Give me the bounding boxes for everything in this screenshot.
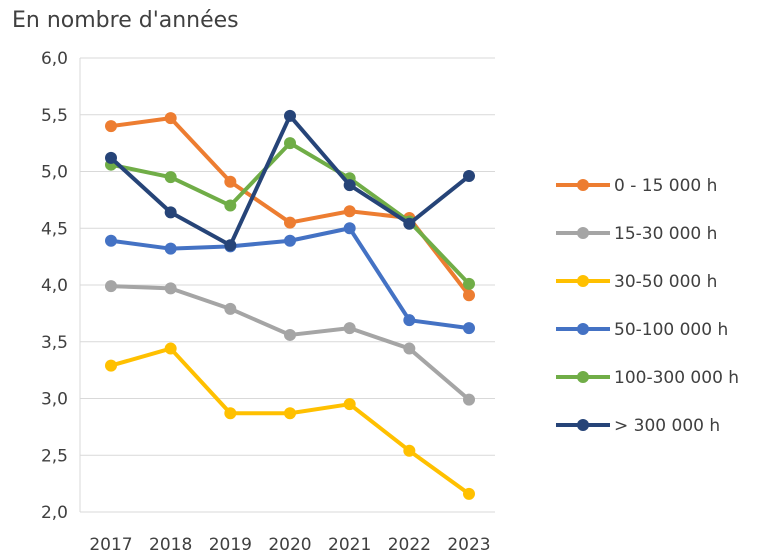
x-tick-label: 2022 [388, 535, 431, 555]
series [105, 222, 475, 335]
legend-swatch-marker [577, 371, 589, 383]
data-point [164, 112, 177, 125]
axes: 2,0 2,5 3,0 3,5 4,0 4,5 5,0 5,5 6,0 2017 2018 2019 2… [41, 49, 491, 555]
data-point [463, 170, 475, 183]
data-point [403, 314, 416, 327]
y-tick-label: 3,5 [41, 333, 68, 353]
x-tick-label: 2019 [209, 535, 252, 555]
legend-swatch-marker [577, 179, 589, 191]
legend-item: 50-100 000 h [556, 320, 728, 340]
data-point [343, 222, 356, 235]
gridlines [80, 57, 495, 513]
legend-label: > 300 000 h [614, 416, 720, 436]
x-tick-label: 2021 [328, 535, 371, 555]
data-point [224, 239, 237, 252]
legend-label: 15-30 000 h [614, 224, 717, 244]
series [105, 280, 475, 406]
y-tick-label: 3,0 [41, 390, 68, 410]
data-point [343, 205, 356, 218]
data-point [403, 444, 416, 457]
data-point [164, 342, 177, 355]
y-tick-label: 4,0 [41, 276, 68, 296]
data-point [224, 407, 237, 420]
y-tick-label: 5,5 [41, 106, 68, 126]
legend-item: 0 - 15 000 h [556, 176, 717, 196]
unit-label: En nombre d'années [12, 8, 239, 33]
legend-swatch-marker [577, 323, 589, 335]
data-point [164, 206, 177, 219]
legend-label: 0 - 15 000 h [614, 176, 717, 196]
data-point [463, 289, 475, 302]
x-tick-label: 2017 [89, 535, 132, 555]
data-point [224, 175, 237, 188]
data-point [105, 359, 117, 372]
x-tick-label: 2023 [447, 535, 490, 555]
data-point [403, 217, 416, 230]
data-point [343, 398, 356, 411]
legend-item: 15-30 000 h [556, 224, 717, 244]
x-tick-label: 2018 [149, 535, 192, 555]
data-point [284, 137, 296, 150]
y-tick-label: 5,0 [41, 163, 68, 183]
data-point [463, 393, 475, 406]
legend: 0 - 15 000 h 15-30 000 h 30-50 000 h 50-100… [556, 176, 739, 436]
legend-swatch-marker [577, 419, 589, 431]
series-line [109, 346, 471, 496]
legend-label: 30-50 000 h [614, 272, 717, 292]
data-point [224, 302, 237, 315]
series [105, 342, 475, 500]
data-point [284, 216, 296, 229]
series-group [105, 109, 475, 500]
y-tick-label: 4,5 [41, 219, 68, 239]
data-point [463, 487, 475, 500]
data-point [164, 282, 177, 295]
data-point [284, 407, 296, 420]
data-point [343, 322, 356, 335]
y-tick-label: 6,0 [41, 49, 68, 69]
data-point [105, 120, 117, 133]
legend-item: > 300 000 h [556, 416, 720, 436]
series [105, 109, 475, 252]
data-point [463, 322, 475, 335]
data-point [284, 109, 296, 122]
data-point [284, 328, 296, 341]
data-point [343, 179, 356, 192]
series-line [109, 141, 471, 286]
data-point [164, 171, 177, 184]
x-tick-label: 2020 [268, 535, 311, 555]
data-point [164, 242, 177, 255]
legend-swatch-marker [577, 275, 589, 287]
legend-item: 30-50 000 h [556, 272, 717, 292]
data-point [284, 234, 296, 247]
legend-swatch-marker [577, 227, 589, 239]
data-point [105, 234, 117, 247]
legend-item: 100-300 000 h [556, 368, 739, 388]
data-point [105, 280, 117, 293]
series-line [109, 284, 471, 402]
y-tick-label: 2,0 [41, 503, 68, 523]
data-point [224, 199, 237, 212]
data-point [463, 277, 475, 290]
data-point [105, 151, 117, 164]
y-tick-label: 2,5 [41, 446, 68, 466]
legend-label: 50-100 000 h [614, 320, 728, 340]
data-point [403, 342, 416, 355]
legend-label: 100-300 000 h [614, 368, 739, 388]
